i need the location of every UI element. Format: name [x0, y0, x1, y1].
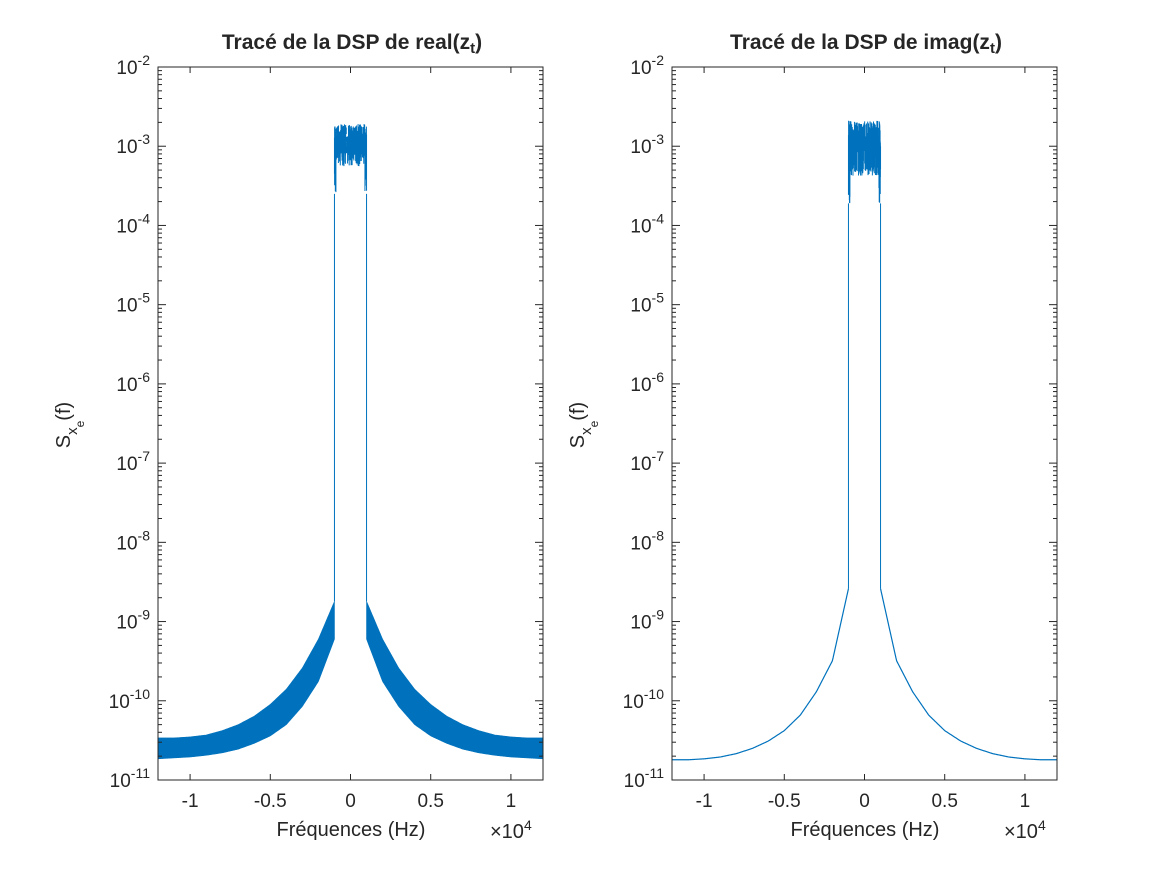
x-tick-label-real: 0.5	[417, 791, 443, 812]
y-tick-label-real: 10-5	[116, 290, 150, 317]
y-tick-label-imag: 10-4	[630, 210, 664, 237]
x-tick-label-real: 0	[345, 791, 356, 812]
y-axis-label-imag: Sxe(f)	[567, 402, 601, 448]
y-tick-label-real: 10-7	[116, 448, 150, 475]
y-tick-label-real: 10-8	[116, 527, 150, 554]
psd-passband-imag	[847, 120, 882, 589]
x-axis-scale-label-real: ×104	[490, 817, 532, 843]
y-tick-label-imag: 10-7	[630, 448, 664, 475]
x-tick-label-imag: 1	[1020, 791, 1031, 812]
psd-skirt-right-real	[366, 601, 543, 760]
y-tick-label-imag: 10-10	[623, 686, 665, 713]
x-axis-label-imag: Fréquences (Hz)	[791, 819, 940, 841]
y-tick-label-real: 10-10	[109, 686, 151, 713]
y-tick-label-imag: 10-8	[630, 527, 664, 554]
y-tick-label-real: 10-2	[116, 52, 150, 79]
x-tick-label-real: -0.5	[254, 791, 287, 812]
x-tick-label-imag: -1	[696, 791, 713, 812]
y-tick-label-imag: 10-5	[630, 290, 664, 317]
x-tick-label-real: 1	[506, 791, 517, 812]
y-tick-label-real: 10-9	[116, 607, 150, 634]
x-tick-label-imag: 0	[859, 791, 870, 812]
y-axis-label-real: Sxe(f)	[53, 402, 87, 448]
y-tick-label-real: 10-4	[116, 210, 150, 237]
y-tick-label-imag: 10-9	[630, 607, 664, 634]
x-axis-label-real: Fréquences (Hz)	[277, 819, 426, 841]
y-tick-label-real: 10-3	[116, 131, 150, 158]
chart-title-real: Tracé de la DSP de real(zt)	[222, 31, 482, 57]
subplot-imag: Tracé de la DSP de imag(zt) -1 -0.5 0 0.5 1 1…	[567, 31, 1058, 843]
y-tick-label-real: 10-6	[116, 369, 150, 396]
plot-area-imag	[672, 120, 1057, 761]
axes-frame-real: -1 -0.5 0 0.5 1 10-11 10-10 10-9 10-8 10-7 10-6 10-…	[109, 52, 544, 812]
y-tick-label-imag: 10-3	[630, 131, 664, 158]
y-tick-label-real: 10-11	[110, 765, 151, 792]
psd-skirt-right-imag	[879, 588, 1057, 761]
psd-skirt-left-real	[158, 601, 335, 760]
chart-title-imag: Tracé de la DSP de imag(zt)	[730, 31, 1002, 57]
x-tick-label-imag: -0.5	[768, 791, 801, 812]
psd-skirt-left-imag	[672, 588, 850, 761]
plot-area-real	[158, 124, 543, 760]
y-tick-label-imag: 10-6	[630, 369, 664, 396]
x-tick-label-real: -1	[182, 791, 199, 812]
subplot-real: Tracé de la DSP de real(zt) -1 -0.5 0 0.5 1 1…	[53, 31, 544, 843]
y-tick-label-imag: 10-2	[630, 52, 664, 79]
axes-frame-imag: -1 -0.5 0 0.5 1 10-11 10-10 10-9 10-8 10-7 10-6 10-…	[623, 52, 1058, 812]
psd-passband-real	[333, 124, 368, 602]
y-tick-label-imag: 10-11	[624, 765, 665, 792]
x-axis-scale-label-imag: ×104	[1004, 817, 1046, 843]
x-tick-label-imag: 0.5	[931, 791, 957, 812]
